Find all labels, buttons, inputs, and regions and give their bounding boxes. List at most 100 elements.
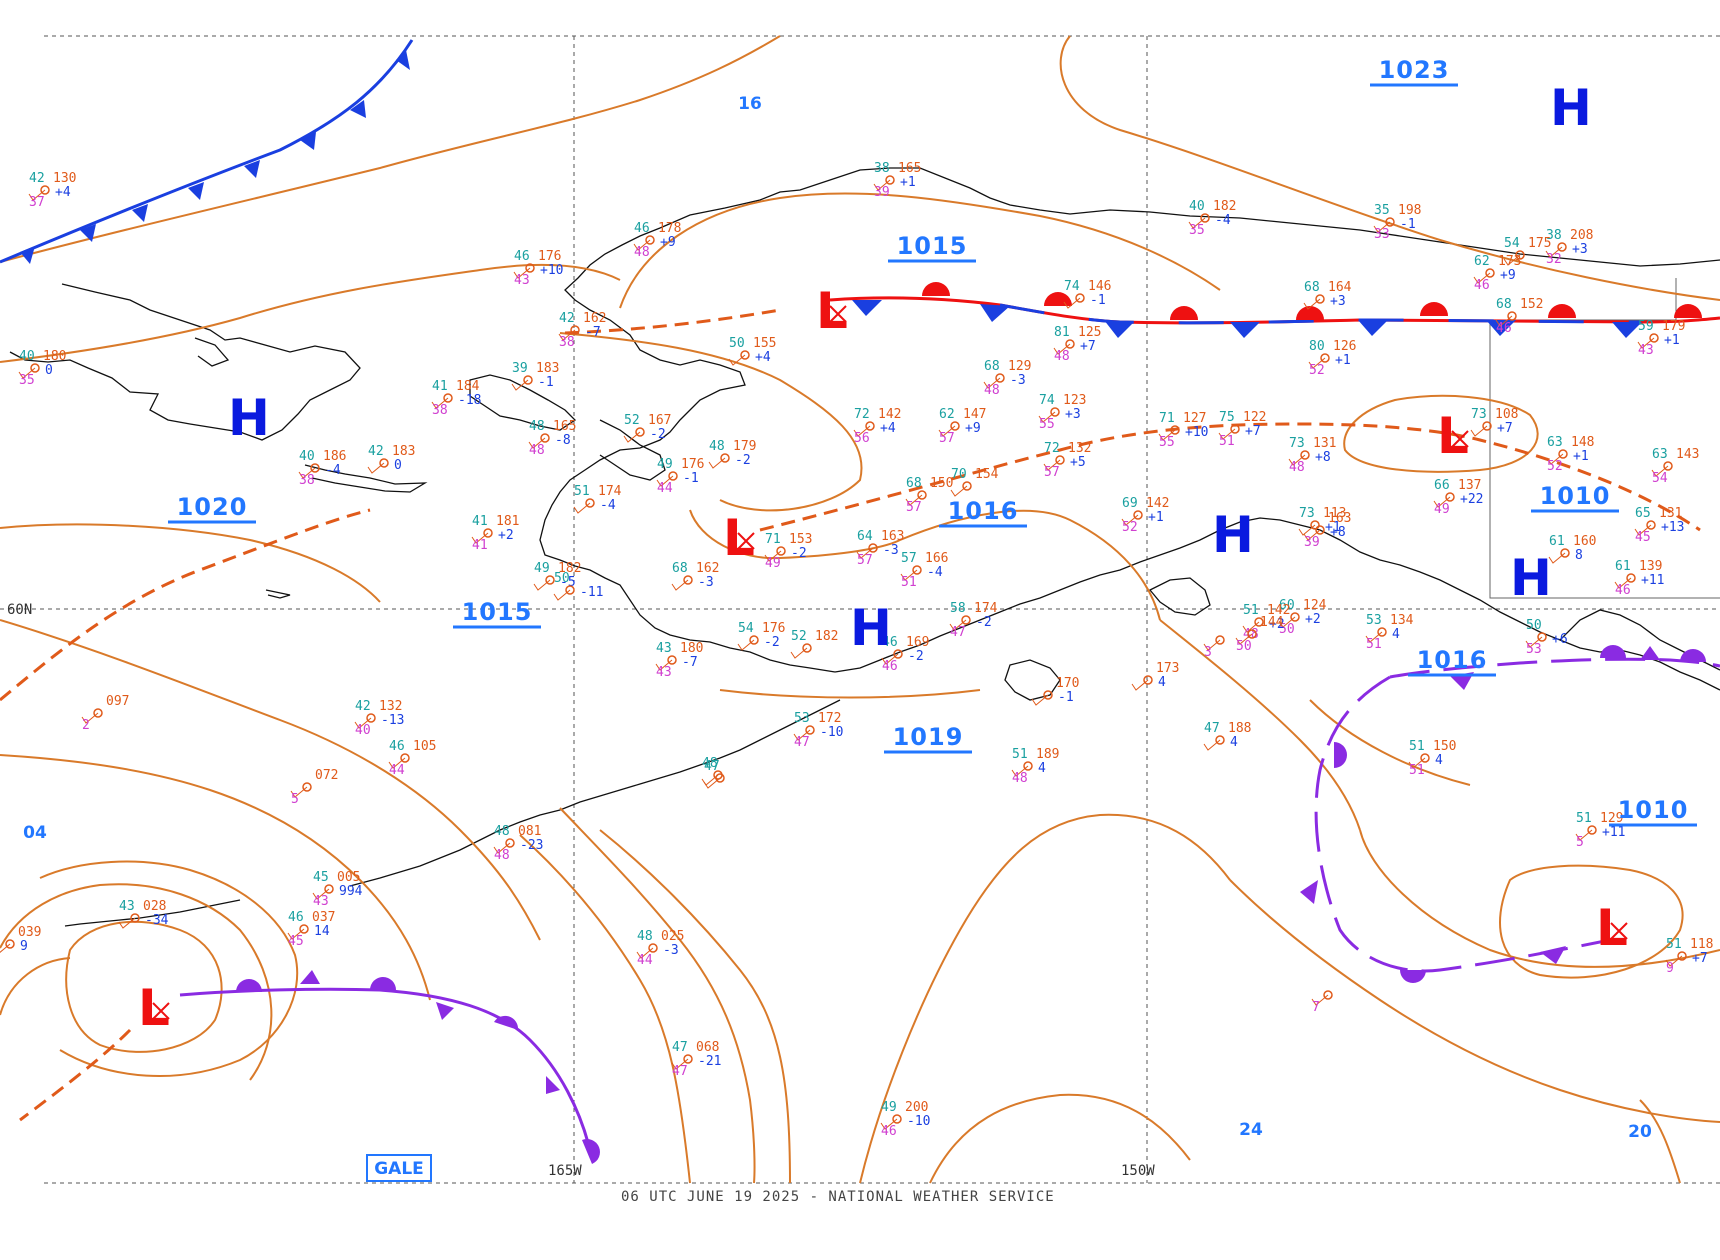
station-pressure-change: +1 [1148,510,1164,525]
station-pressure: 170 [1056,676,1079,691]
station-plot: 68 150 57 [905,476,953,515]
wind-barb [1121,514,1139,526]
wind-barb [1665,955,1683,967]
wind-barb [1408,757,1426,769]
station-pressure: 122 [1243,410,1266,425]
station-plot: 71 153 49 -2 [764,532,812,571]
station-pressure: 182 [815,629,838,644]
troughs [0,308,1701,1122]
wind-barb [1203,739,1221,751]
station-pressure-change: 4 [1230,735,1238,750]
station-plot: 51 150 51 4 [1408,739,1456,778]
station-pressure: 200 [905,1100,928,1115]
station-plot: 45 005 43 994 [312,870,363,909]
station-marker [885,175,895,185]
station-pressure: 143 [1676,447,1699,462]
station-marker [324,884,334,894]
station-pressure-change: -18 [458,393,481,408]
station-marker [523,375,533,385]
station-marker [912,565,922,575]
station-pressure-change: -2 [735,453,751,468]
station-pressure-change: 8 [1575,548,1583,563]
station-pressure: 188 [1228,721,1251,736]
wind-barb [558,329,576,341]
station-marker [1075,293,1085,303]
station-dewpoint: 48 [1012,771,1028,786]
station-dewpoint: 43 [313,894,329,909]
wind-barb [298,467,316,479]
station-plot: 51 189 48 4 [1011,747,1059,786]
station-temperature: 68 [906,476,922,491]
station-pressure: 068 [696,1040,719,1055]
station-marker [93,708,103,718]
station-dewpoint: 48 [1289,460,1305,475]
wind-barb [513,267,531,279]
wind-barb [573,502,591,514]
wind-barb [1637,337,1655,349]
trough-3 [759,422,1701,532]
station-pressure-change: -1 [1058,690,1074,705]
station-pressure-change: -4 [325,463,341,478]
station-pressure-change: -1 [683,471,699,486]
station-marker [648,943,658,953]
station-dewpoint: 46 [1474,278,1490,293]
station-marker [1043,690,1053,700]
wind-barb [708,457,726,469]
station-dewpoint: 43 [514,273,530,288]
station-marker [1143,675,1153,685]
wind-barb [671,579,689,591]
station-pressure: 130 [53,171,76,186]
station-pressure-change: +5 [1070,455,1086,470]
station-pressure-change: +2 [1269,617,1285,632]
station-temperature: 80 [1309,339,1325,354]
station-temperature: 49 [881,1100,897,1115]
station-dewpoint: 3 [1204,645,1212,660]
station-temperature: 72 [1044,441,1060,456]
wind-barb [367,462,385,474]
station-plot: 42 162 38 -7 [558,311,606,350]
station-marker [1482,421,1492,431]
station-dewpoint: 33 [1374,227,1390,242]
station-pressure: 186 [323,449,346,464]
station-marker [299,924,309,934]
station-plot: 163 39 +8 [1303,511,1351,550]
station-marker [892,1114,902,1124]
station-dewpoint: 52 [1309,363,1325,378]
station-plot: 097 2 [81,694,129,733]
station-pressure-change: +10 [540,263,563,278]
station-marker [40,185,50,195]
station-marker [683,1054,693,1064]
station-pressure: 179 [1662,319,1685,334]
station-temperature: 53 [794,711,810,726]
station-dewpoint: 46 [1615,583,1631,598]
station-pressure: 153 [789,532,812,547]
station-marker [917,490,927,500]
station-marker [1507,311,1517,321]
coast-seward [469,374,577,431]
station-dewpoint: 52 [1122,520,1138,535]
station-plot: 64 163 57 -3 [856,529,904,568]
station-dewpoint: 55 [1159,435,1175,450]
station-marker [585,498,595,508]
station-pressure-change: +11 [1641,573,1664,588]
station-pressure-change: -1 [538,375,554,390]
station-pressure: 142 [878,407,901,422]
station-temperature: 47 [1204,721,1220,736]
station-pressure-change: +7 [1497,421,1513,436]
station-pressure: 154 [975,467,999,482]
station-dewpoint: 55 [1039,417,1055,432]
wind-barb [1188,217,1206,229]
low-pressure-center: L [816,282,848,340]
wind-barb [881,653,899,665]
station-plot: 072 5 [290,768,338,807]
station-marker [1663,461,1673,471]
station-marker [995,373,1005,383]
station-temperature: 52 [624,413,640,428]
wind-barb [905,494,923,506]
station-plot: 53 172 47 -10 [793,711,843,750]
station-pressure: 131 [1659,506,1682,521]
wind-barb [1548,552,1566,564]
station-pressure: 176 [681,457,704,472]
station-pressure: 005 [337,870,360,885]
